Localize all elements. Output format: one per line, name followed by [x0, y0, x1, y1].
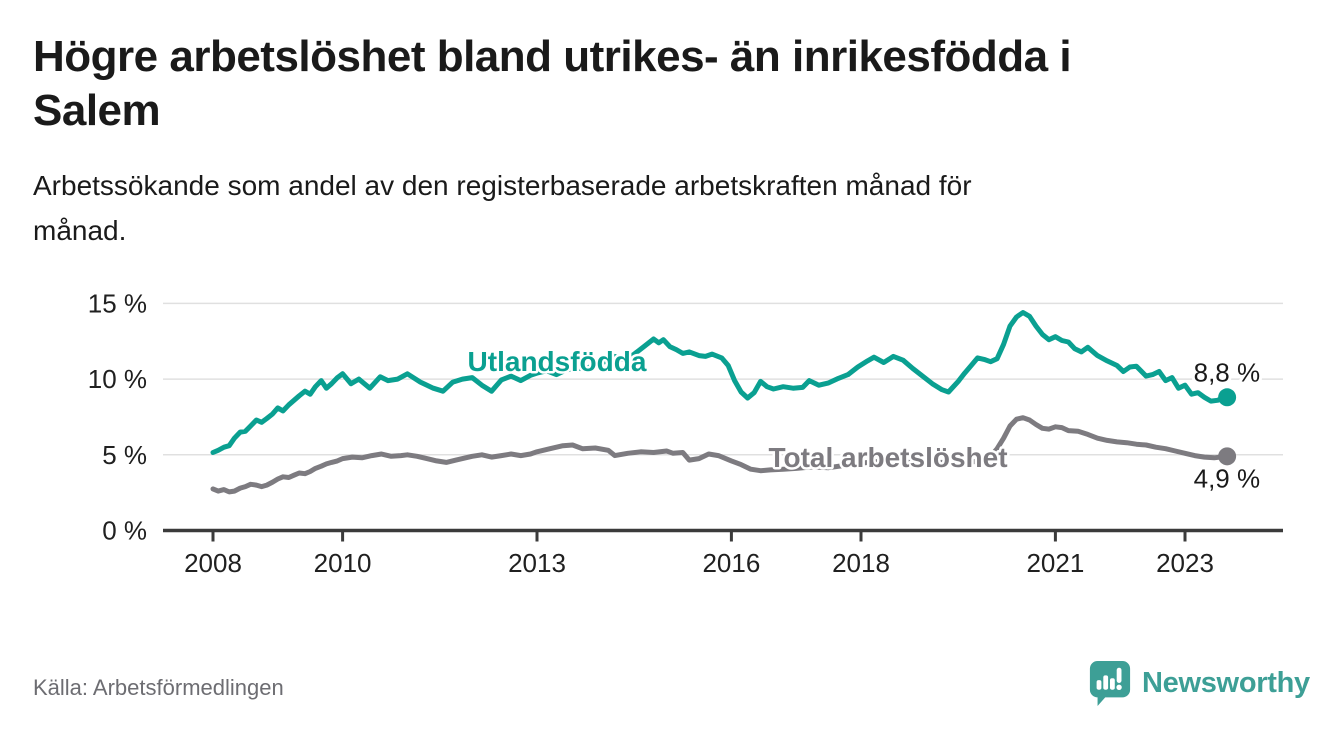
logo-exclamation-dot [1116, 684, 1122, 690]
source-note: Källa: Arbetsförmedlingen [33, 675, 284, 700]
series-line-utlandsfodda [210, 310, 1230, 455]
y-tick-label-5: 5 % [102, 440, 147, 470]
logo-bar-2 [1103, 675, 1109, 690]
title-line-1: Högre arbetslöshet bland utrikes- än inr… [33, 32, 1072, 81]
y-tick-label-0: 0 % [102, 516, 147, 546]
end-value-label-total: 4,9 % [1194, 463, 1261, 493]
subtitle-line-1: Arbetssökande som andel av den registerb… [33, 170, 972, 201]
x-tick-label-2008: 2008 [184, 548, 242, 578]
x-tick-label-2021: 2021 [1026, 548, 1084, 578]
logo-bar-1 [1096, 680, 1102, 690]
newsworthy-speech-bubble-icon [1089, 661, 1131, 706]
logo-exclamation-bar [1116, 667, 1122, 683]
x-tick-label-2013: 2013 [508, 548, 566, 578]
chart-subtitle: Arbetssökande som andel av den registerb… [33, 163, 1313, 253]
series-end-dot-utlandsfodda [1218, 388, 1237, 407]
newsworthy-logo: Newsworthy [1088, 659, 1310, 707]
page-title: Högre arbetslöshet bland utrikes- än inr… [33, 30, 1313, 138]
series-label-utlandsfodda: Utlandsfödda [468, 346, 647, 377]
series-end-dot-total [1218, 447, 1237, 466]
x-tick-label-2016: 2016 [702, 548, 760, 578]
x-tick-label-2023: 2023 [1156, 548, 1214, 578]
x-tick-label-2010: 2010 [314, 548, 372, 578]
logo-bar-3 [1110, 678, 1115, 690]
x-tick-label-2018: 2018 [832, 548, 890, 578]
newsworthy-logo-text: Newsworthy [1142, 666, 1310, 699]
y-tick-label-15: 15 % [88, 288, 147, 318]
series-label-total: Total arbetslöshet [768, 442, 1007, 473]
subtitle-line-2: månad. [33, 215, 127, 246]
title-line-2: Salem [33, 86, 161, 135]
series-line-total [210, 415, 1230, 495]
end-value-label-utlandsfodda: 8,8 % [1194, 357, 1261, 387]
y-tick-label-10: 10 % [88, 364, 147, 394]
